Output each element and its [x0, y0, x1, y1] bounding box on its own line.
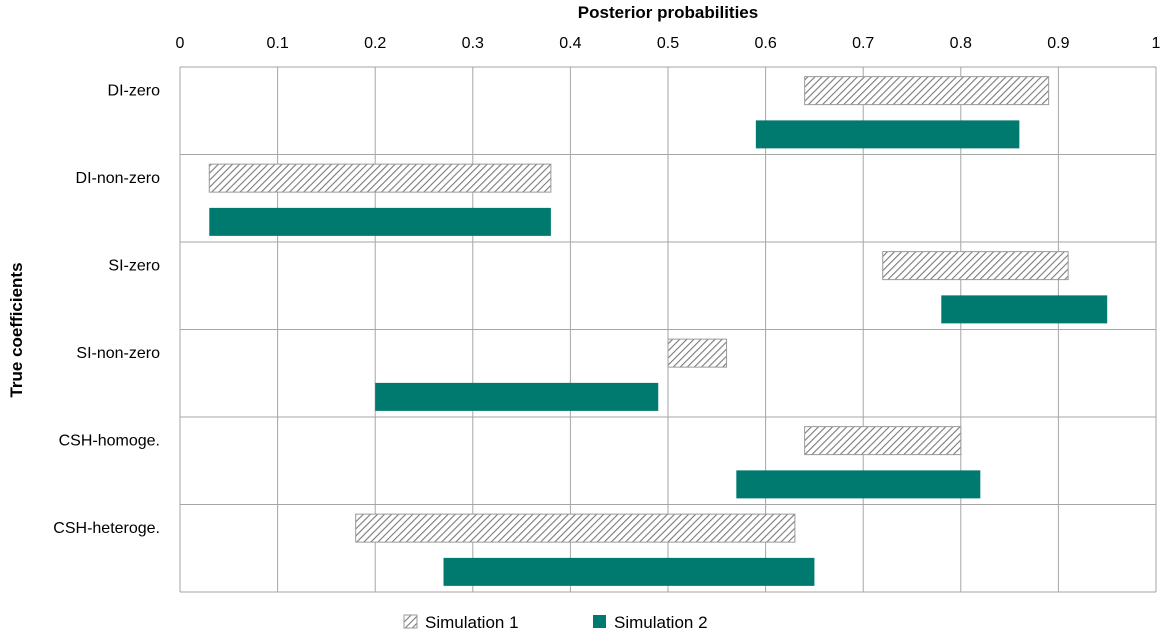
- bar-simulation-2: [209, 207, 551, 236]
- category-label: SI-zero: [108, 258, 160, 275]
- bar-simulation-2: [736, 470, 981, 499]
- category-label: DI-non-zero: [76, 170, 161, 187]
- x-tick-label: 0: [176, 35, 185, 52]
- legend-swatch-simulation-1: [403, 614, 418, 629]
- category-label: CSH-heteroge.: [53, 520, 160, 537]
- bar-simulation-1: [882, 251, 1069, 281]
- x-axis-title: Posterior probabilities: [578, 3, 758, 22]
- x-tick-label: 0.3: [462, 35, 484, 52]
- x-tick-label: 0.7: [852, 35, 874, 52]
- x-tick-label: 0.8: [950, 35, 972, 52]
- bar-simulation-1: [804, 76, 1050, 106]
- x-tick-label: 0.2: [364, 35, 386, 52]
- y-axis-title: True coefficients: [7, 262, 26, 397]
- x-tick-label: 0.5: [657, 35, 679, 52]
- legend-label-simulation-1: Simulation 1: [425, 613, 519, 632]
- category-label: SI-non-zero: [76, 345, 160, 362]
- category-label: CSH-homoge.: [59, 433, 160, 450]
- bar-simulation-2: [375, 382, 659, 411]
- bar-simulation-2: [755, 120, 1020, 149]
- legend-swatch-simulation-2: [593, 615, 606, 628]
- bar-simulation-1: [355, 513, 796, 543]
- x-tick-label: 0.9: [1047, 35, 1069, 52]
- x-tick-label: 0.1: [266, 35, 288, 52]
- bar-simulation-2: [941, 295, 1108, 324]
- legend-label-simulation-2: Simulation 2: [614, 613, 708, 632]
- x-tick-label: 0.6: [754, 35, 776, 52]
- bar-simulation-1: [208, 163, 552, 193]
- bar-simulation-2: [443, 557, 815, 586]
- bar-simulation-1: [804, 426, 962, 456]
- bar-simulation-1: [667, 338, 728, 368]
- x-tick-label: 0.4: [559, 35, 581, 52]
- x-tick-label: 1: [1152, 35, 1161, 52]
- category-label: DI-zero: [108, 83, 161, 100]
